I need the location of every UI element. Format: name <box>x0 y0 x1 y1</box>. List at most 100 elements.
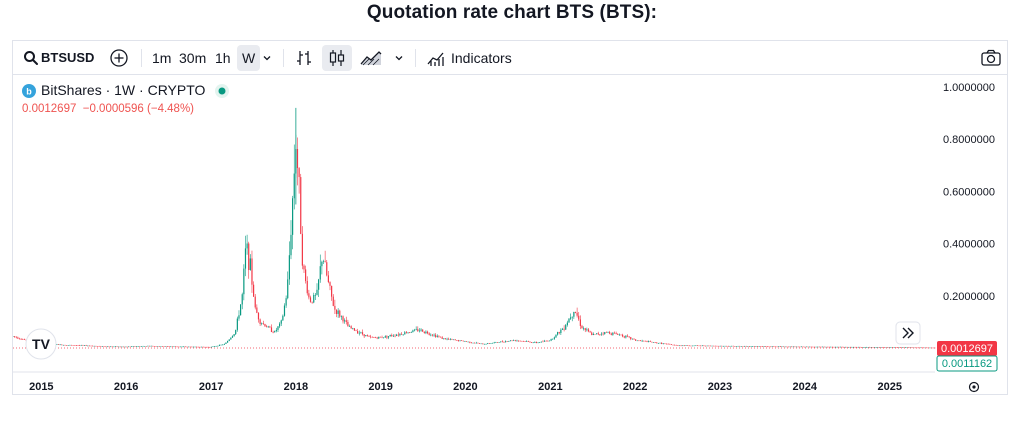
candle <box>795 346 798 348</box>
candle <box>422 329 424 332</box>
candle <box>402 334 404 336</box>
candle <box>163 346 165 347</box>
candle <box>267 325 269 328</box>
candle <box>100 345 102 347</box>
candle <box>85 344 87 346</box>
candle <box>300 173 302 235</box>
candle <box>228 339 230 342</box>
candles-style-button[interactable] <box>322 45 352 71</box>
last-price-text: 0.0012697 <box>941 343 993 355</box>
x-tick-label: 2018 <box>284 381 308 393</box>
interval-30m-button[interactable]: 30m <box>179 50 207 66</box>
candle <box>464 340 466 342</box>
scroll-to-latest-button[interactable] <box>895 321 921 345</box>
candle <box>487 342 489 345</box>
snapshot-button[interactable] <box>977 45 1005 71</box>
candle <box>517 340 520 342</box>
candle <box>898 347 900 348</box>
candle <box>132 346 134 347</box>
tradingview-logo[interactable]: TV <box>25 328 57 360</box>
candle <box>448 337 450 340</box>
interval-1m-button[interactable]: 1m <box>152 50 172 66</box>
candle <box>743 345 746 347</box>
candle <box>808 346 811 348</box>
candle <box>397 332 399 337</box>
candle <box>137 346 139 347</box>
candle <box>270 324 273 333</box>
candle <box>838 346 840 348</box>
candle <box>555 334 557 338</box>
chart-toolbar: BTSUSD 1m 30m 1h W <box>13 41 1007 75</box>
candle <box>168 346 170 347</box>
candle <box>187 346 190 348</box>
interval-1h-button[interactable]: 1h <box>215 50 231 66</box>
candle <box>763 346 765 347</box>
candle <box>683 345 686 347</box>
candle <box>802 346 804 348</box>
candle <box>657 342 659 344</box>
candle <box>514 339 516 342</box>
chart-style-dropdown-button[interactable] <box>391 45 407 71</box>
candle <box>241 292 243 310</box>
candle <box>331 285 333 301</box>
candle <box>843 346 845 348</box>
x-tick-label: 2020 <box>453 381 477 393</box>
candle <box>591 331 593 336</box>
compare-button[interactable] <box>106 45 132 71</box>
candle <box>841 346 843 348</box>
candle <box>459 340 461 342</box>
candle <box>773 346 775 347</box>
candle <box>344 318 346 324</box>
candle <box>259 318 261 326</box>
candle <box>719 345 721 347</box>
candle <box>296 137 299 186</box>
price-chart[interactable]: 0.2000000 0.4000000 0.6000000 0.8000000 1.00… <box>13 41 1008 395</box>
indicators-button[interactable]: Indicators <box>423 45 519 71</box>
candle <box>308 289 310 300</box>
candle <box>134 346 136 347</box>
candle <box>407 332 409 334</box>
candle <box>869 346 871 348</box>
bar-style-button[interactable] <box>291 45 317 71</box>
candle <box>277 326 279 332</box>
candle <box>807 346 809 348</box>
candle <box>383 337 385 339</box>
candle <box>368 335 370 337</box>
candle <box>596 333 598 335</box>
settings-button[interactable] <box>968 381 980 393</box>
candle <box>74 345 76 346</box>
candle <box>722 345 725 347</box>
candle <box>417 326 419 332</box>
candle <box>290 220 292 260</box>
candle <box>674 344 676 346</box>
candle <box>82 344 84 346</box>
candle <box>321 260 323 275</box>
candle <box>815 346 817 348</box>
candle <box>467 341 469 343</box>
candle <box>266 324 268 328</box>
candle <box>693 345 695 347</box>
candle <box>126 346 128 348</box>
area-style-button[interactable] <box>357 45 385 71</box>
candle <box>342 315 344 324</box>
candle <box>433 333 435 337</box>
candle <box>852 346 855 348</box>
symbol-search-button[interactable]: BTSUSD <box>21 45 94 71</box>
candle <box>883 347 885 348</box>
candle <box>426 330 429 335</box>
candle <box>121 346 123 348</box>
interval-dropdown-button[interactable] <box>259 45 275 71</box>
candle <box>558 331 560 335</box>
candle <box>888 347 890 348</box>
candle <box>186 346 188 348</box>
candle <box>361 329 364 336</box>
candle <box>903 347 905 348</box>
candle <box>318 278 320 298</box>
candle <box>196 346 198 348</box>
candle <box>620 334 622 336</box>
candle <box>152 345 154 347</box>
candle <box>496 342 499 343</box>
candle <box>706 345 708 347</box>
candle <box>513 339 515 342</box>
interval-w-button[interactable]: W <box>237 45 261 71</box>
